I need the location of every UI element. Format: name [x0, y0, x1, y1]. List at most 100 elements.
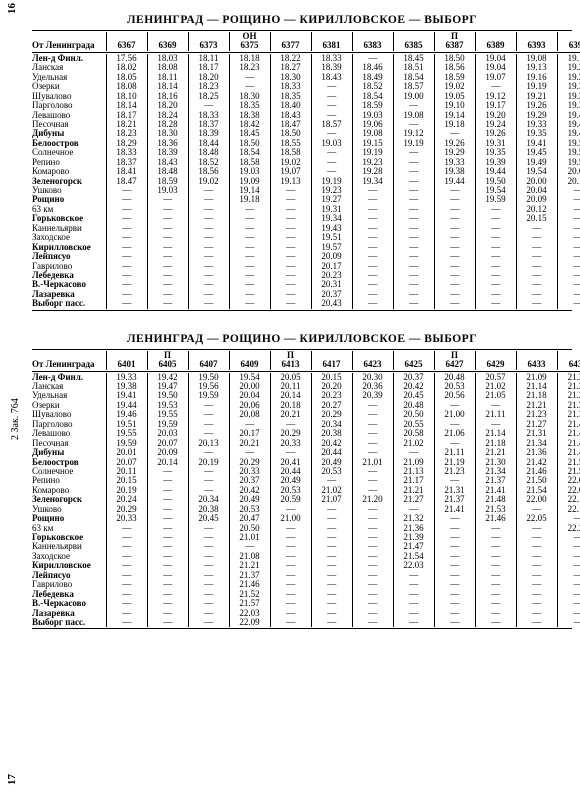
station-name: Рощино	[32, 514, 106, 523]
train-number: 6367	[106, 41, 147, 50]
station-name: Солнечное	[32, 467, 106, 476]
station-name: Озерки	[32, 401, 106, 410]
departure-time: —	[393, 299, 434, 308]
timetable-bottom-head: ПППОт Ленинграда640164056407640964136417…	[32, 351, 580, 373]
station-name: Шувалово	[32, 92, 106, 101]
departure-time: —	[393, 618, 434, 627]
departure-time: —	[557, 299, 580, 308]
departure-time: —	[311, 618, 352, 627]
train-number: 6427	[434, 360, 475, 369]
train-number: 6417	[311, 360, 352, 369]
departure-time: —	[106, 299, 147, 308]
station-name: Зеленогорск	[32, 495, 106, 504]
train-number: 6423	[352, 360, 393, 369]
station-name: Дибуны	[32, 448, 106, 457]
page-number-16: 16	[6, 3, 18, 14]
station-name: Лазаревка	[32, 290, 106, 299]
station-name: Песочная	[32, 120, 106, 129]
station-row: Выборг пасс.—————20.43——————	[32, 299, 580, 308]
station-name: Выборг пасс.	[32, 299, 106, 308]
station-name: Ланская	[32, 63, 106, 72]
departure-time: —	[516, 618, 557, 627]
train-number: 6409	[229, 360, 270, 369]
train-number: 6385	[393, 41, 434, 50]
timetable-bottom-body: Лен-д Финл.19.3319.4219.5019.5420.0520.1…	[32, 373, 580, 628]
station-name: Гаврилово	[32, 580, 106, 589]
station-name: Озерки	[32, 82, 106, 91]
station-name: Белоостров	[32, 458, 106, 467]
timetable-top-head: ОНПОт Ленинграда636763696373637563776381…	[32, 32, 580, 54]
station-name: Лазаревка	[32, 609, 106, 618]
departure-time: —	[475, 618, 516, 627]
route-title: ЛЕНИНГРАД — РОЩИНО — КИРИЛЛОВСКОЕ — ВЫБО…	[32, 14, 572, 26]
train-number: 6425	[393, 360, 434, 369]
station-name: Заходское	[32, 552, 106, 561]
station-name: Рощино	[32, 195, 106, 204]
departure-time: —	[106, 618, 147, 627]
departure-time: —	[475, 299, 516, 308]
station-name: Горьковское	[32, 533, 106, 542]
station-name: Ланская	[32, 382, 106, 391]
station-name: 63 км	[32, 524, 106, 533]
train-number: 6407	[188, 360, 229, 369]
station-name: Левашово	[32, 429, 106, 438]
station-name: Ушково	[32, 505, 106, 514]
timetable-block-top: ЛЕНИНГРАД — РОЩИНО — КИРИЛЛОВСКОЕ — ВЫБО…	[32, 14, 572, 311]
station-col-header: От Ленинграда	[32, 41, 106, 50]
station-name: Выборг пасс.	[32, 618, 106, 627]
train-number: 6383	[352, 41, 393, 50]
timetable-block-bottom: ЛЕНИНГРАД — РОЩИНО — КИРИЛЛОВСКОЕ — ВЫБО…	[32, 333, 572, 630]
departure-time: —	[147, 618, 188, 627]
station-name: Белоостров	[32, 139, 106, 148]
departure-time: —	[434, 618, 475, 627]
train-number: 6381	[311, 41, 352, 50]
station-name: Лебедевка	[32, 590, 106, 599]
departure-time: —	[270, 299, 311, 308]
station-name: 63 км	[32, 205, 106, 214]
departure-time: —	[557, 618, 580, 627]
station-name: Дибуны	[32, 129, 106, 138]
station-name: Репино	[32, 476, 106, 485]
station-name: Лен-д Финл.	[32, 54, 106, 63]
train-number: 6433	[516, 360, 557, 369]
station-name: Комарово	[32, 167, 106, 176]
station-name: В.-Черкасово	[32, 280, 106, 289]
station-name: Левашово	[32, 111, 106, 120]
train-number: 6393	[516, 41, 557, 50]
station-name: В.-Черкасово	[32, 599, 106, 608]
train-number: 6439	[557, 360, 580, 369]
station-name: Кирилловское	[32, 243, 106, 252]
departure-time: —	[434, 299, 475, 308]
station-name: Лен-д Финл.	[32, 373, 106, 382]
timetable-top: ОНПОт Ленинграда636763696373637563776381…	[32, 32, 580, 309]
station-name: Песочная	[32, 439, 106, 448]
station-name: Гаврилово	[32, 262, 106, 271]
train-number: 6387	[434, 41, 475, 50]
station-name: Репино	[32, 158, 106, 167]
train-number: 6413	[270, 360, 311, 369]
station-name: Шувалово	[32, 410, 106, 419]
station-col-header: От Ленинграда	[32, 360, 106, 369]
station-name: Лейпясуо	[32, 571, 106, 580]
station-name: Комарово	[32, 486, 106, 495]
train-number: 6405	[147, 360, 188, 369]
departure-time: —	[188, 299, 229, 308]
station-name: Удельная	[32, 391, 106, 400]
station-name: Лейпясуо	[32, 252, 106, 261]
timetable-bottom: ПППОт Ленинграда640164056407640964136417…	[32, 351, 580, 628]
departure-time: —	[352, 299, 393, 308]
train-number: 6389	[475, 41, 516, 50]
station-name: Каннельярви	[32, 224, 106, 233]
departure-time: —	[229, 299, 270, 308]
station-name: Ушково	[32, 186, 106, 195]
departure-time: —	[352, 618, 393, 627]
station-name: Горьковское	[32, 214, 106, 223]
station-name: Парголово	[32, 420, 106, 429]
train-number: 6397	[557, 41, 580, 50]
departure-time: —	[188, 618, 229, 627]
train-number: 6375	[229, 41, 270, 50]
station-row: Выборг пасс.———22.09————————	[32, 618, 580, 627]
station-name: Солнечное	[32, 148, 106, 157]
departure-time: —	[147, 299, 188, 308]
train-number: 6429	[475, 360, 516, 369]
